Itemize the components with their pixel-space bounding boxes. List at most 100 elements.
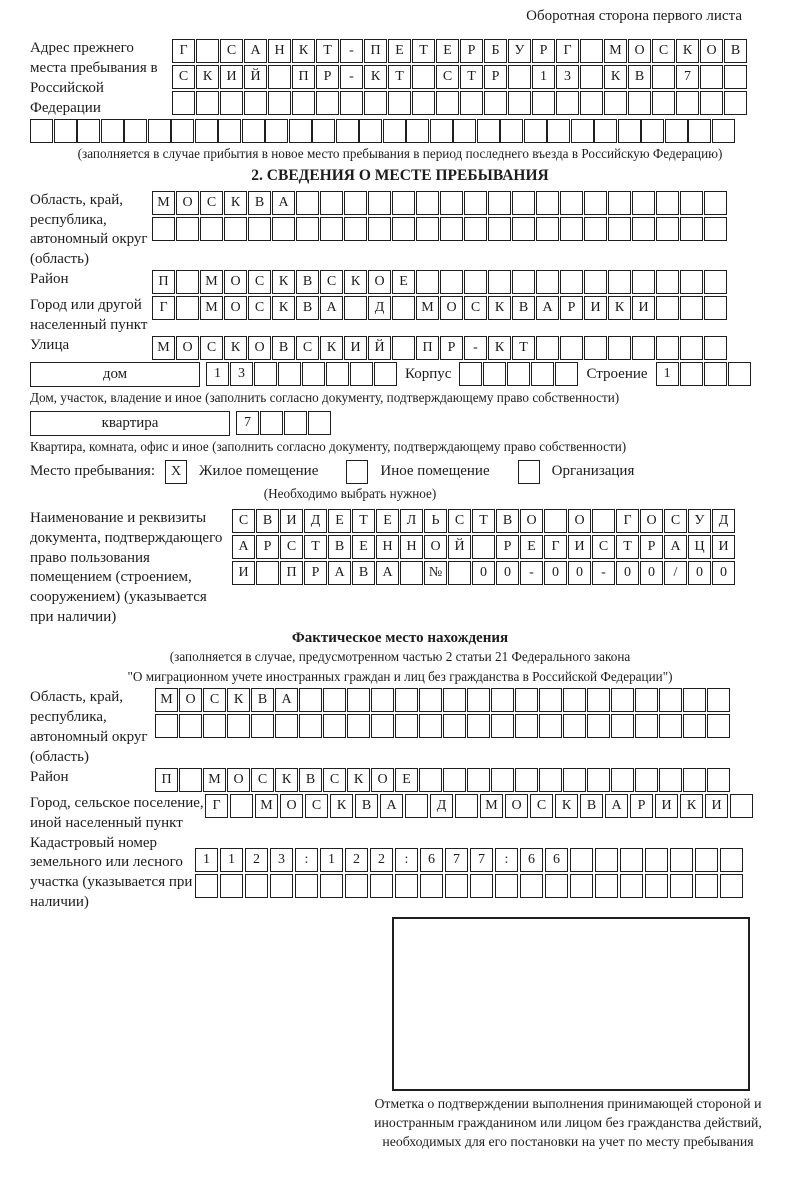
char-cell: 1: [655, 362, 679, 387]
char-cell: [563, 687, 586, 712]
char-cell: О: [628, 39, 651, 63]
char-cell: [587, 767, 610, 792]
char-cell: [680, 296, 703, 321]
char-cell: Р: [630, 793, 653, 818]
char-cell: Г: [556, 39, 579, 63]
char-cell: [659, 713, 682, 738]
char-cell: Г: [172, 39, 195, 63]
char-cell: [707, 713, 730, 738]
char-cell: [472, 534, 495, 559]
char-cell: [635, 767, 658, 792]
char-cell: [412, 65, 435, 89]
char-cell: П: [152, 270, 175, 295]
char-cell: [656, 296, 679, 321]
char-cell: К: [555, 793, 578, 818]
char-cell: [344, 216, 367, 241]
char-cell: А: [328, 560, 351, 585]
char-cell: [632, 270, 655, 295]
char-cell: Р: [484, 65, 507, 89]
char-cell: О: [371, 767, 394, 792]
char-cell: [464, 190, 487, 215]
char-cell: С: [248, 270, 271, 295]
char-cell: О: [224, 270, 247, 295]
char-cell: [570, 847, 593, 872]
char-cell: Р: [640, 534, 663, 559]
char-cell: С: [448, 508, 471, 533]
char-cell: [370, 873, 393, 898]
char-cell: [295, 873, 318, 898]
char-cell: 1: [532, 65, 555, 89]
char-cell: В: [272, 336, 295, 361]
char-cell: [256, 560, 279, 585]
char-cell: [344, 296, 367, 321]
char-cell: [595, 873, 618, 898]
char-cell: Т: [460, 65, 483, 89]
char-cell: Т: [304, 534, 327, 559]
char-cell: [443, 687, 466, 712]
char-cell: [580, 65, 603, 89]
char-cell: О: [368, 270, 391, 295]
char-cell: Е: [328, 508, 351, 533]
raion-label: Район: [30, 271, 69, 288]
char-cell: :: [395, 847, 418, 872]
char-cell: [467, 713, 490, 738]
char-cell: [124, 118, 147, 143]
char-cell: [645, 873, 668, 898]
char-cell: М: [255, 793, 278, 818]
char-cell: И: [584, 296, 607, 321]
char-cell: [429, 118, 453, 143]
gorod-label: Город или другой населенный пункт: [30, 297, 148, 334]
char-cell: [539, 767, 562, 792]
char-cell: [176, 296, 199, 321]
char-cell: П: [364, 39, 387, 63]
char-cell: В: [628, 65, 651, 89]
char-cell: [508, 65, 531, 89]
char-cell: Е: [352, 534, 375, 559]
char-cell: М: [152, 190, 175, 215]
char-cell: Р: [560, 296, 583, 321]
dom-box: дом: [30, 362, 200, 388]
char-cell: В: [256, 508, 279, 533]
char-cell: [560, 216, 583, 241]
char-cell: Е: [392, 270, 415, 295]
checkbox-organizatsiya: [517, 459, 540, 484]
mesto-prebyvaniya-row: Место пребывания: X Жилое помещение Иное…: [30, 459, 770, 484]
char-cell: [179, 713, 202, 738]
char-cell: /: [664, 560, 687, 585]
char-cell: С: [248, 296, 271, 321]
char-cell: 6: [545, 847, 568, 872]
char-cell: [611, 687, 634, 712]
char-cell: Т: [616, 534, 639, 559]
char-cell: О: [280, 793, 303, 818]
char-cell: [440, 216, 463, 241]
char-cell: [507, 362, 531, 387]
char-cell: [406, 118, 429, 143]
char-cell: [707, 687, 730, 712]
char-cell: [416, 270, 439, 295]
char-cell: [656, 216, 679, 241]
char-cell: [195, 873, 218, 898]
char-cell: [200, 216, 223, 241]
char-cell: О: [520, 508, 543, 533]
char-cell: О: [440, 296, 463, 321]
char-cell: Р: [496, 534, 519, 559]
char-cell: 7: [236, 411, 259, 435]
char-cell: [412, 91, 435, 115]
char-cell: [296, 190, 319, 215]
korpus-label: Корпус: [405, 366, 452, 383]
char-cell: [500, 118, 523, 143]
char-cell: [608, 336, 631, 361]
char-cell: [155, 713, 178, 738]
char-cell: П: [416, 336, 439, 361]
char-cell: [676, 91, 699, 115]
char-cell: [656, 270, 679, 295]
char-cell: [544, 508, 567, 533]
char-cell: 0: [712, 560, 735, 585]
char-cell: [592, 508, 615, 533]
kvartira-cells: 7: [236, 411, 331, 435]
char-cell: [388, 91, 411, 115]
char-cell: Д: [712, 508, 735, 533]
fakt-note-line1: (заполняется в случае, предусмотренном ч…: [169, 649, 631, 665]
char-cell: [707, 767, 730, 792]
